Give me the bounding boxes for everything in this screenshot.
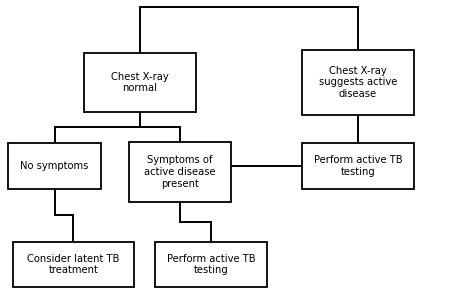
Text: Symptoms of
active disease
present: Symptoms of active disease present	[144, 156, 216, 188]
FancyBboxPatch shape	[13, 242, 134, 288]
FancyBboxPatch shape	[8, 143, 100, 189]
Text: Perform active TB
testing: Perform active TB testing	[314, 155, 402, 177]
FancyBboxPatch shape	[302, 143, 413, 189]
FancyBboxPatch shape	[302, 50, 413, 115]
Text: Chest X-ray
suggests active
disease: Chest X-ray suggests active disease	[319, 66, 397, 99]
FancyBboxPatch shape	[129, 142, 231, 202]
FancyBboxPatch shape	[155, 242, 266, 288]
Text: Chest X-ray
normal: Chest X-ray normal	[111, 71, 169, 93]
Text: Perform active TB
testing: Perform active TB testing	[167, 254, 255, 275]
Text: Consider latent TB
treatment: Consider latent TB treatment	[27, 254, 119, 275]
Text: No symptoms: No symptoms	[20, 161, 89, 171]
FancyBboxPatch shape	[84, 53, 195, 112]
